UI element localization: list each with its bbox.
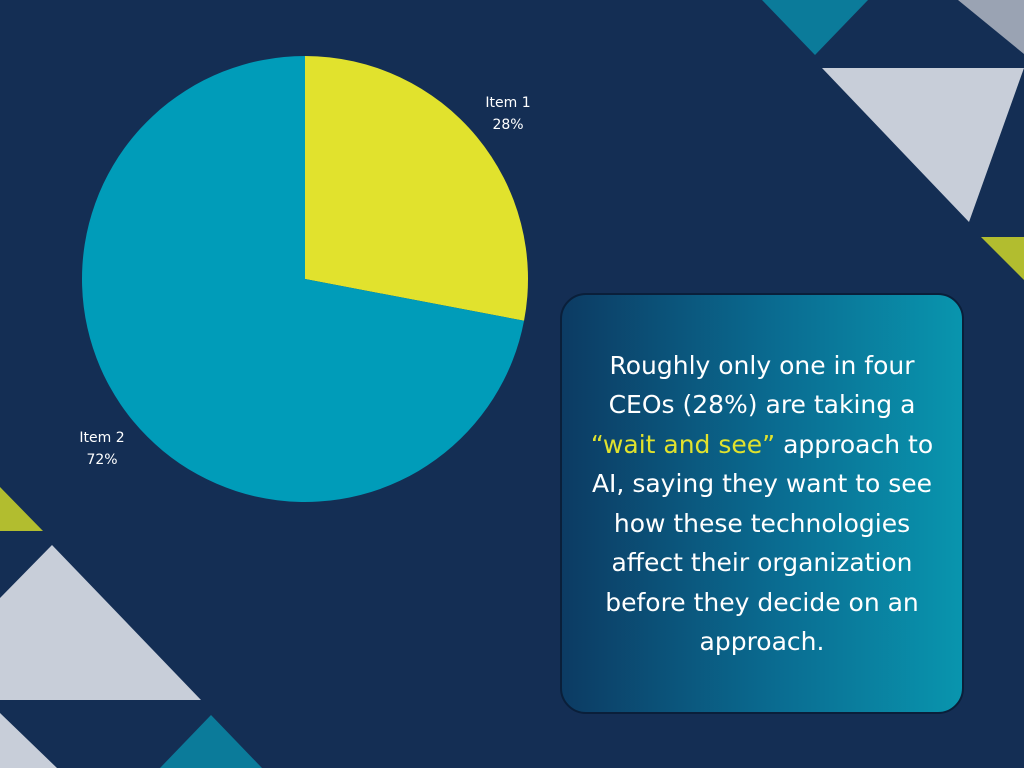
teal-triangle-bottom (160, 715, 262, 768)
gray-triangle-top-right (958, 0, 1024, 54)
pie-label-item-1-value: 28% (492, 117, 524, 133)
callout-box: Roughly only one in four CEOs (28%) are … (560, 293, 964, 714)
callout-highlight: “wait and see” (590, 429, 776, 459)
light-triangle-bottom-left (0, 545, 201, 700)
pie-label-item-2-name: Item 2 (79, 430, 125, 446)
callout-text: Roughly only one in four CEOs (28%) are … (576, 346, 948, 662)
callout-text-before: Roughly only one in four CEOs (28%) are … (608, 350, 916, 420)
pie-label-item-2-value: 72% (86, 452, 118, 468)
pie-slice-item-1 (305, 56, 529, 321)
pie-slice-item-2 (82, 56, 525, 502)
light-triangle-top-right (822, 68, 1024, 222)
callout-text-after: approach to AI, saying they want to see … (591, 429, 934, 657)
pie-label-item-2: Item 2 72% (66, 427, 138, 471)
olive-triangle-left (0, 487, 43, 531)
pie-label-item-1-name: Item 1 (485, 95, 531, 111)
olive-triangle-right (981, 237, 1024, 280)
pie-label-item-1: Item 1 28% (472, 92, 544, 136)
light-triangle-bottom-corner (0, 713, 57, 768)
teal-triangle-top (762, 0, 868, 55)
